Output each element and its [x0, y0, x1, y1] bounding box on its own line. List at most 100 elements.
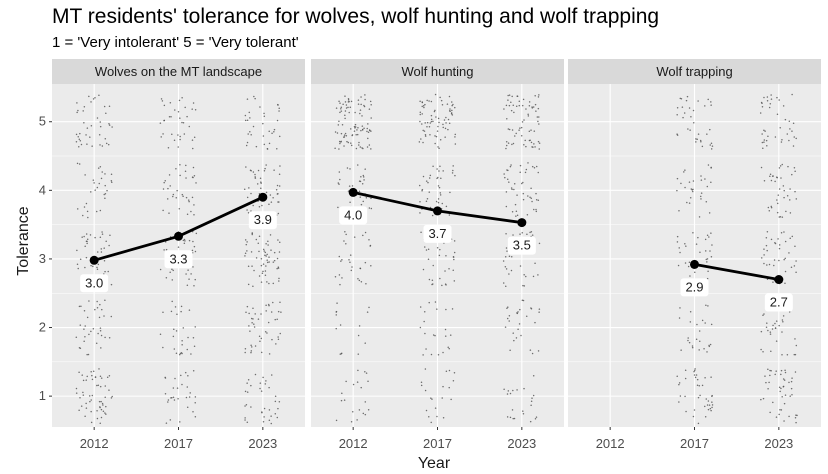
response-point [78, 163, 81, 165]
response-point [97, 263, 100, 266]
response-point [100, 334, 103, 337]
response-point [439, 277, 441, 280]
response-point [524, 171, 527, 174]
response-point [260, 258, 263, 260]
chart-title: MT residents' tolerance for wolves, wolf… [52, 5, 659, 28]
response-point [765, 326, 768, 328]
response-point [259, 177, 262, 180]
response-point [768, 381, 770, 384]
response-point [505, 232, 507, 235]
response-point [765, 244, 768, 247]
response-point [684, 369, 687, 371]
response-point [83, 121, 85, 124]
response-point [693, 409, 696, 411]
response-point [434, 407, 437, 409]
response-point [770, 179, 773, 182]
response-point [274, 412, 277, 415]
response-point [362, 176, 365, 178]
response-point [101, 145, 104, 147]
response-point [707, 98, 709, 101]
response-point [770, 205, 773, 208]
response-point [251, 346, 253, 348]
response-point [92, 179, 95, 181]
response-point [537, 199, 540, 201]
response-point [86, 127, 89, 129]
response-point [254, 97, 256, 100]
response-point [768, 263, 771, 266]
response-point [519, 233, 521, 235]
response-point [710, 142, 713, 144]
response-point [694, 271, 696, 273]
response-point [278, 107, 280, 109]
response-point [687, 265, 690, 268]
response-point [88, 395, 91, 397]
response-point [76, 249, 78, 252]
response-point [430, 397, 432, 399]
response-point [247, 283, 250, 286]
response-point [180, 305, 183, 308]
response-point [104, 385, 107, 387]
response-point [256, 183, 259, 185]
response-point [188, 309, 191, 311]
response-point [84, 415, 86, 418]
response-point [364, 261, 367, 264]
response-point [248, 187, 250, 189]
response-point [519, 164, 522, 167]
response-point [527, 115, 530, 117]
response-point [791, 394, 793, 396]
response-point [356, 381, 359, 383]
response-point [162, 311, 164, 313]
response-point [96, 117, 99, 119]
response-point [502, 260, 505, 262]
response-point [428, 100, 430, 102]
response-point [258, 275, 261, 277]
response-point [770, 369, 772, 372]
response-point [370, 265, 372, 267]
response-point [250, 406, 252, 408]
response-point [360, 103, 362, 106]
response-point [436, 246, 439, 249]
response-point [781, 216, 784, 218]
response-point [265, 310, 267, 312]
response-point [530, 141, 533, 144]
response-point [264, 254, 266, 256]
response-point [538, 308, 541, 310]
response-point [339, 102, 341, 104]
response-point [784, 282, 786, 284]
response-point [366, 130, 368, 133]
response-point [244, 239, 247, 241]
response-point [84, 325, 86, 327]
response-point [172, 335, 175, 338]
response-point [83, 235, 85, 238]
response-point [510, 187, 513, 189]
response-point [508, 255, 511, 258]
response-point [249, 330, 251, 332]
response-point [268, 203, 270, 205]
response-point [362, 200, 364, 203]
response-point [776, 211, 779, 214]
response-point [274, 395, 277, 398]
response-point [765, 381, 767, 384]
value-label-box [680, 278, 709, 297]
response-point [537, 274, 539, 276]
response-point [505, 205, 508, 208]
response-point [774, 136, 777, 138]
response-point [711, 244, 713, 246]
response-point [762, 147, 764, 150]
response-point [784, 240, 787, 243]
response-point [509, 349, 511, 352]
response-point [708, 236, 710, 238]
response-point [192, 411, 194, 413]
response-point [90, 191, 92, 193]
response-point [775, 416, 778, 418]
response-point [522, 299, 525, 302]
response-point [685, 245, 687, 247]
response-point [253, 323, 255, 325]
response-point [504, 326, 507, 328]
response-point [709, 343, 712, 346]
response-point [504, 256, 507, 258]
response-point [108, 105, 111, 107]
response-point [90, 330, 92, 333]
response-point [92, 370, 95, 372]
response-point [248, 111, 251, 114]
